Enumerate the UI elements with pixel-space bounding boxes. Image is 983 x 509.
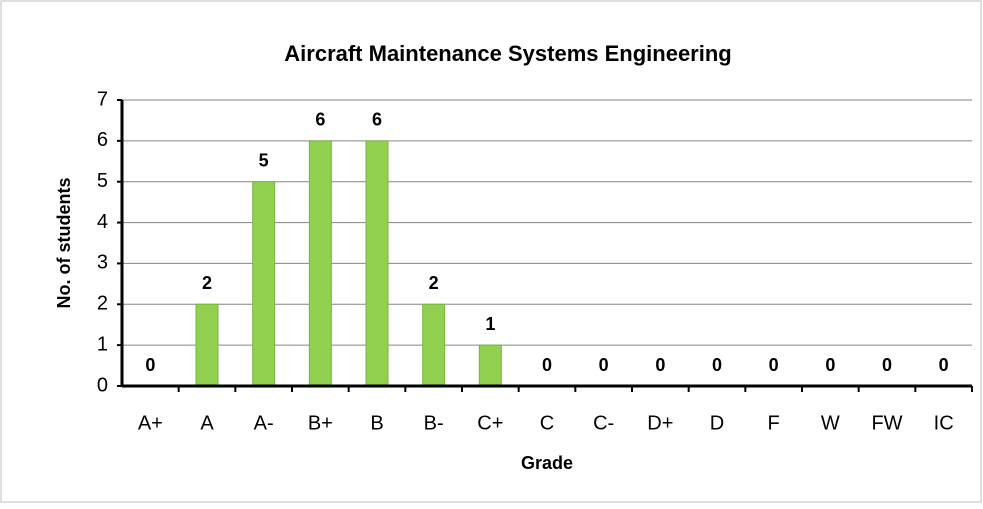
x-tick-label: IC xyxy=(934,412,954,434)
y-axis-label: No. of students xyxy=(54,178,74,309)
x-tick-label: A xyxy=(200,412,214,434)
x-tick-label: FW xyxy=(871,412,902,434)
x-tick-label: C- xyxy=(593,412,614,434)
data-label: 0 xyxy=(599,355,609,375)
x-tick-label: C xyxy=(540,412,554,434)
y-tick-label: 6 xyxy=(97,129,108,151)
data-label: 0 xyxy=(825,355,835,375)
x-tick-label: A+ xyxy=(138,412,163,434)
data-label: 0 xyxy=(712,355,722,375)
x-tick-label: F xyxy=(768,412,780,434)
y-tick-label: 3 xyxy=(97,252,108,274)
data-label: 0 xyxy=(542,355,552,375)
bar xyxy=(252,181,276,387)
x-tick-label: A- xyxy=(254,412,274,434)
x-tick-label: C+ xyxy=(477,412,503,434)
data-label: 0 xyxy=(655,355,665,375)
y-tick-label: 1 xyxy=(97,333,108,355)
x-tick-label: B- xyxy=(424,412,444,434)
data-label: 0 xyxy=(882,355,892,375)
bar xyxy=(365,140,389,387)
bar xyxy=(478,344,502,387)
data-label: 0 xyxy=(769,355,779,375)
bar xyxy=(195,303,219,387)
bar xyxy=(422,303,446,387)
x-tick-label: B+ xyxy=(308,412,333,434)
data-label: 0 xyxy=(145,355,155,375)
x-tick-label: B xyxy=(370,412,383,434)
data-label: 0 xyxy=(939,355,949,375)
y-tick-label: 7 xyxy=(97,88,108,110)
data-label: 2 xyxy=(429,273,439,293)
data-label: 1 xyxy=(485,314,495,334)
x-tick-label: D xyxy=(710,412,724,434)
data-label: 6 xyxy=(315,110,325,130)
bar xyxy=(308,140,332,387)
y-tick-label: 2 xyxy=(97,293,108,315)
x-tick-label: W xyxy=(821,412,840,434)
x-tick-label: D+ xyxy=(647,412,673,434)
y-tick-label: 0 xyxy=(97,374,108,396)
y-tick-label: 4 xyxy=(97,211,108,233)
y-tick-label: 5 xyxy=(97,170,108,192)
x-axis-label: Grade xyxy=(521,453,573,473)
data-label: 2 xyxy=(202,273,212,293)
data-label: 5 xyxy=(259,150,269,170)
data-label: 6 xyxy=(372,110,382,130)
chart-title: Aircraft Maintenance Systems Engineering xyxy=(284,41,731,66)
